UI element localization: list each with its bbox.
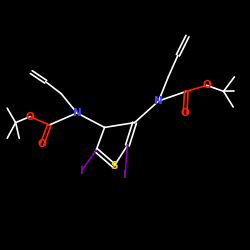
Text: N: N: [72, 108, 81, 118]
Text: O: O: [38, 139, 46, 149]
Text: S: S: [110, 161, 118, 171]
Text: O: O: [181, 108, 190, 118]
Text: N: N: [154, 96, 163, 106]
Text: I: I: [80, 166, 84, 176]
Text: O: O: [202, 80, 211, 90]
Text: O: O: [26, 112, 34, 122]
Text: I: I: [123, 170, 127, 180]
